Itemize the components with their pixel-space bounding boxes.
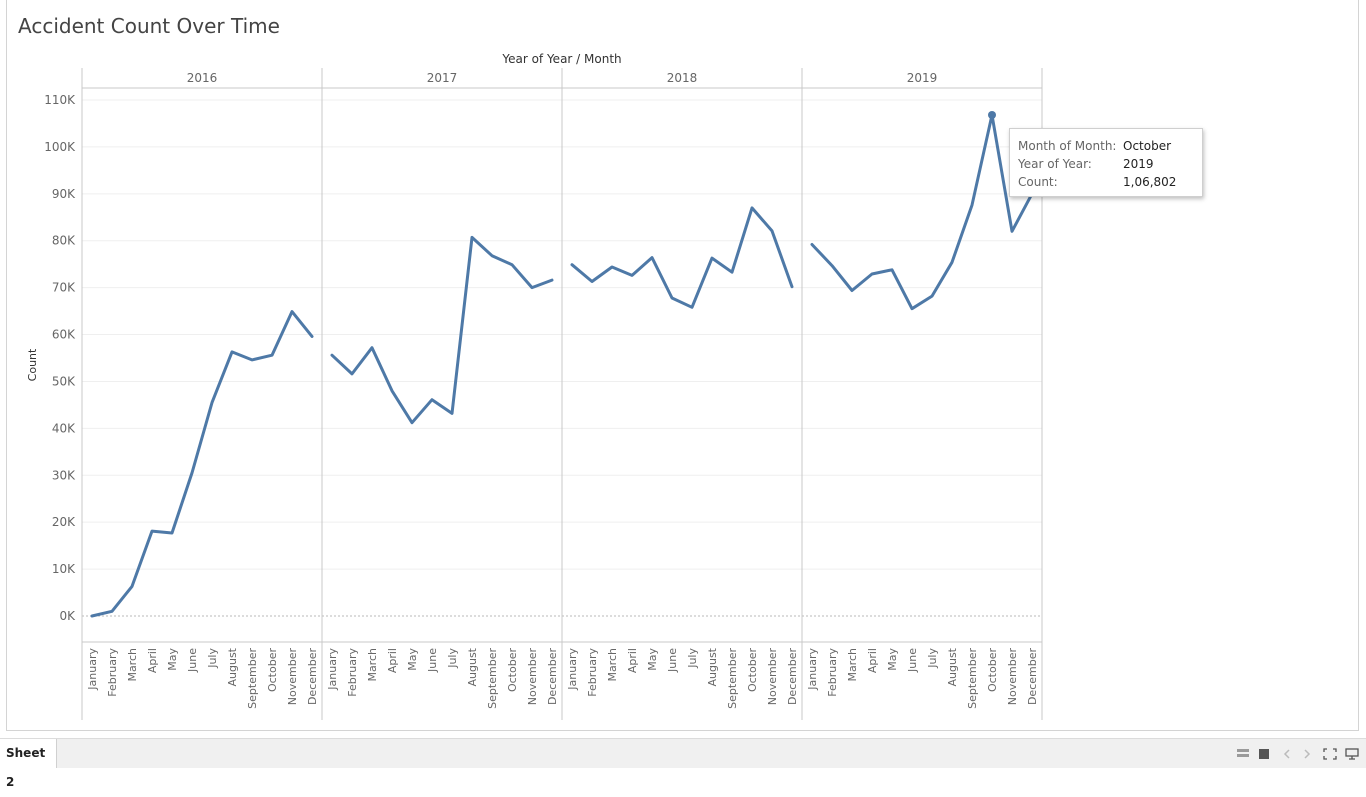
month-tick-label: January (86, 648, 99, 691)
year-header-label: 2017 (427, 71, 458, 85)
month-tick-label: August (706, 647, 719, 686)
month-tick-label: July (686, 648, 699, 669)
month-tick-label: May (406, 648, 419, 671)
month-tick-label: January (326, 648, 339, 691)
highlighted-data-point (988, 111, 996, 120)
tooltip-key: Month of Month: (1018, 139, 1117, 153)
month-tick-label: February (346, 648, 359, 697)
y-axis-title: Count (26, 348, 39, 381)
tooltip-value: 1,06,802 (1123, 175, 1177, 189)
tooltip-key: Year of Year: (1018, 157, 1092, 171)
month-tick-label: July (926, 648, 939, 669)
y-tick-label: 100K (44, 140, 76, 154)
month-tick-label: July (446, 648, 459, 669)
month-tick-label: January (566, 648, 579, 691)
month-tick-label: July (206, 648, 219, 669)
month-tick-label: September (246, 648, 259, 709)
sorter-view-icon[interactable] (1236, 748, 1250, 760)
year-header-label: 2019 (907, 71, 938, 85)
month-tick-label: February (826, 648, 839, 697)
month-tick-label: June (426, 648, 439, 673)
y-tick-label: 110K (44, 93, 76, 107)
month-tick-label: February (106, 648, 119, 697)
tooltip-row-year: Year of Year: 2019 (1018, 155, 1202, 173)
month-tick-label: August (466, 647, 479, 686)
y-tick-label: 40K (52, 421, 76, 435)
year-header-label: 2018 (667, 71, 698, 85)
fullscreen-icon[interactable] (1323, 748, 1337, 760)
tooltip-row-count: Count: 1,06,802 (1018, 173, 1202, 191)
month-tick-label: June (186, 648, 199, 673)
previous-sheet-icon[interactable] (1282, 748, 1292, 760)
series-line-2017 (330, 235, 554, 425)
month-tick-label: May (166, 648, 179, 671)
month-tick-label: December (786, 648, 799, 706)
month-tick-label: October (266, 648, 279, 692)
tooltip-value: 2019 (1123, 157, 1154, 171)
month-tick-label: April (146, 648, 159, 673)
column-header-title: Year of Year / Month (501, 52, 621, 66)
month-tick-label: December (306, 648, 319, 706)
next-sheet-icon[interactable] (1302, 748, 1312, 760)
month-tick-label: June (666, 648, 679, 673)
month-tick-label: November (526, 648, 539, 706)
month-tick-label: October (506, 648, 519, 692)
month-tick-label: November (766, 648, 779, 706)
month-tick-label: December (1026, 648, 1039, 706)
worksheet-frame (6, 0, 1359, 731)
y-tick-label: 80K (52, 234, 76, 248)
y-tick-label: 50K (52, 374, 76, 388)
month-tick-label: April (386, 648, 399, 673)
y-tick-label: 20K (52, 515, 76, 529)
month-tick-label: December (546, 648, 559, 706)
y-tick-label: 90K (52, 187, 76, 201)
presentation-mode-icon[interactable] (1345, 748, 1359, 760)
month-tick-label: February (586, 648, 599, 697)
series-line-2018 (570, 206, 794, 309)
month-tick-label: June (906, 648, 919, 673)
y-tick-label: 0K (59, 609, 76, 623)
sheet-tab[interactable]: Sheet 2 (0, 739, 57, 789)
month-tick-label: March (126, 648, 139, 682)
month-tick-label: March (366, 648, 379, 682)
sheet-tabs-bar: Sheet 2 (0, 738, 1366, 789)
month-tick-label: October (746, 648, 759, 692)
series-line-2019 (810, 113, 1034, 311)
month-tick-label: May (886, 648, 899, 671)
tooltip: Month of Month: October Year of Year: 2019… (1009, 128, 1203, 197)
y-tick-label: 60K (52, 328, 76, 342)
y-tick-label: 70K (52, 281, 76, 295)
tooltip-key: Count: (1018, 175, 1058, 189)
month-tick-label: August (946, 647, 959, 686)
y-tick-label: 30K (52, 468, 76, 482)
year-header-label: 2016 (187, 71, 218, 85)
month-tick-label: September (726, 648, 739, 709)
single-sheet-view-icon[interactable] (1258, 748, 1270, 760)
month-tick-label: September (966, 648, 979, 709)
month-tick-label: April (866, 648, 879, 673)
month-tick-label: November (286, 648, 299, 706)
month-tick-label: November (1006, 648, 1019, 706)
line-chart: Accident Count Over Time Year of Year / … (18, 14, 1043, 720)
month-tick-label: January (806, 648, 819, 691)
y-tick-label: 10K (52, 562, 76, 576)
series-line-2016 (90, 310, 314, 618)
month-tick-label: March (606, 648, 619, 682)
month-tick-label: September (486, 648, 499, 709)
chart-title: Accident Count Over Time (18, 14, 280, 38)
plot-area: 0K 10K 20K 30K 40K 50K 60K 70K 80K 90K 100K 110K 201… (44, 68, 1043, 720)
tooltip-row-month: Month of Month: October (1018, 137, 1202, 155)
tooltip-value: October (1123, 139, 1172, 153)
month-tick-label: October (986, 648, 999, 692)
month-tick-label: March (846, 648, 859, 682)
month-tick-label: August (226, 647, 239, 686)
month-tick-label: May (646, 648, 659, 671)
month-tick-label: April (626, 648, 639, 673)
